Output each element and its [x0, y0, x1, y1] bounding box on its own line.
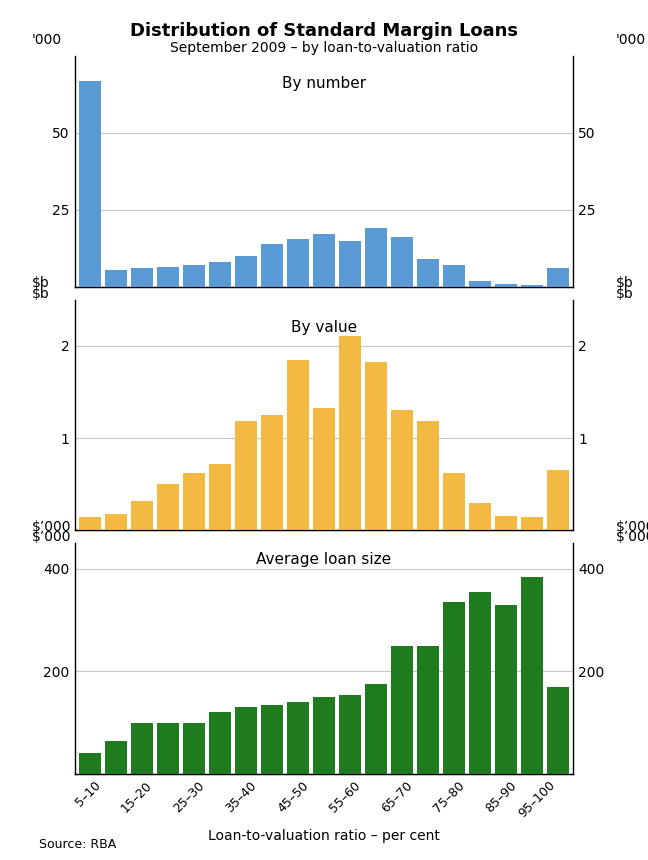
Bar [443, 602, 465, 774]
Bar [106, 513, 127, 531]
Bar [261, 243, 283, 286]
Text: Distribution of Standard Margin Loans: Distribution of Standard Margin Loans [130, 22, 518, 40]
Bar [365, 685, 387, 774]
Text: By number: By number [282, 76, 366, 91]
Bar [132, 501, 153, 531]
Bar [287, 239, 308, 286]
Bar [495, 605, 516, 774]
Bar [157, 267, 179, 286]
Bar [157, 484, 179, 531]
Bar [209, 464, 231, 531]
Bar [235, 256, 257, 286]
Text: $b: $b [32, 276, 50, 291]
Bar [443, 473, 465, 531]
Bar [469, 592, 491, 774]
Text: $’000: $’000 [616, 531, 648, 544]
Bar [314, 697, 334, 774]
Bar [417, 259, 439, 286]
Bar [391, 646, 413, 774]
Bar [521, 576, 542, 774]
Bar [183, 265, 205, 286]
Bar [80, 518, 101, 531]
Bar [235, 707, 257, 774]
Bar [209, 712, 231, 774]
Text: '000: '000 [32, 33, 62, 46]
Text: Average loan size: Average loan size [257, 552, 391, 567]
Text: $’000: $’000 [32, 531, 72, 544]
Bar [183, 473, 205, 531]
Bar [106, 740, 127, 774]
Bar [80, 753, 101, 774]
Text: $b: $b [616, 286, 634, 301]
X-axis label: Loan-to-valuation ratio – per cent: Loan-to-valuation ratio – per cent [208, 829, 440, 843]
Bar [235, 421, 257, 531]
Bar [314, 235, 334, 286]
Bar [365, 362, 387, 531]
Text: $’000: $’000 [32, 520, 72, 534]
Bar [417, 421, 439, 531]
Text: September 2009 – by loan-to-valuation ratio: September 2009 – by loan-to-valuation ra… [170, 41, 478, 55]
Text: Source: RBA: Source: RBA [39, 838, 116, 851]
Bar [469, 502, 491, 531]
Bar [340, 241, 361, 286]
Bar [469, 280, 491, 286]
Bar [521, 518, 542, 531]
Bar [340, 336, 361, 531]
Bar [261, 705, 283, 774]
Text: '000: '000 [616, 33, 646, 46]
Text: By value: By value [291, 320, 357, 335]
Bar [209, 262, 231, 286]
Bar [132, 268, 153, 286]
Bar [547, 470, 568, 531]
Bar [495, 284, 516, 286]
Bar [495, 517, 516, 531]
Text: $b: $b [32, 286, 50, 301]
Bar [391, 237, 413, 286]
Bar [391, 410, 413, 531]
Bar [132, 722, 153, 774]
Bar [106, 270, 127, 286]
Text: $b: $b [616, 276, 634, 291]
Bar [183, 722, 205, 774]
Text: $’000: $’000 [616, 520, 648, 534]
Bar [157, 722, 179, 774]
Bar [314, 408, 334, 531]
Bar [287, 703, 308, 774]
Bar [443, 265, 465, 286]
Bar [287, 359, 308, 531]
Bar [547, 268, 568, 286]
Bar [340, 695, 361, 774]
Bar [80, 81, 101, 286]
Bar [365, 228, 387, 286]
Bar [547, 687, 568, 774]
Bar [417, 646, 439, 774]
Bar [261, 415, 283, 531]
